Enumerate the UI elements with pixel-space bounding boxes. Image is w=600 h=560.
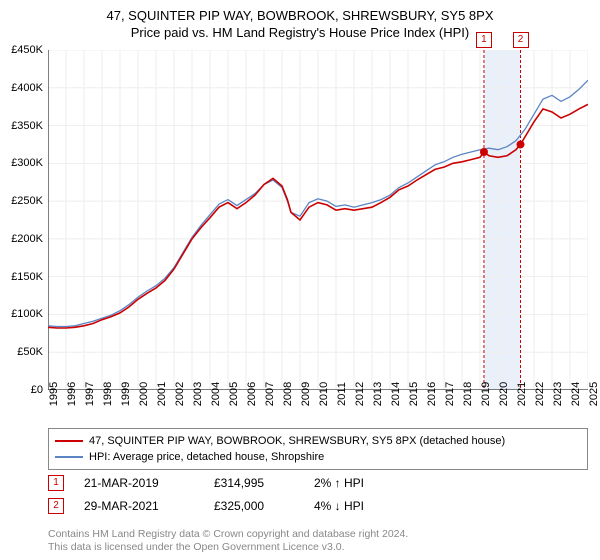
legend-box: 47, SQUINTER PIP WAY, BOWBROOK, SHREWSBU…	[48, 428, 588, 470]
x-tick-label: 2005	[228, 382, 240, 406]
sale-delta: 2% ↑ HPI	[314, 476, 364, 490]
chart-area: £0£50K£100K£150K£200K£250K£300K£350K£400…	[48, 50, 588, 390]
x-tick-label: 2000	[138, 382, 150, 406]
x-tick-label: 1995	[48, 382, 60, 406]
x-tick-label: 2017	[444, 382, 456, 406]
x-tick-label: 2015	[408, 382, 420, 406]
chart-container: 47, SQUINTER PIP WAY, BOWBROOK, SHREWSBU…	[0, 0, 600, 560]
x-tick-label: 2019	[480, 382, 492, 406]
x-tick-label: 2006	[246, 382, 258, 406]
y-tick-label: £450K	[11, 44, 43, 56]
y-tick-label: £350K	[11, 120, 43, 132]
legend-label-property: 47, SQUINTER PIP WAY, BOWBROOK, SHREWSBU…	[89, 433, 505, 449]
y-tick-label: £150K	[11, 271, 43, 283]
footer-line2: This data is licensed under the Open Gov…	[48, 541, 408, 554]
y-tick-label: £300K	[11, 157, 43, 169]
chart-svg	[48, 50, 588, 390]
y-tick-label: £50K	[17, 346, 43, 358]
x-tick-label: 2004	[210, 382, 222, 406]
legend-swatch-hpi	[55, 456, 83, 457]
sale-marker-icon: 1	[48, 475, 64, 491]
x-tick-label: 2020	[498, 382, 510, 406]
x-tick-label: 2008	[282, 382, 294, 406]
x-tick-label: 2011	[336, 382, 348, 406]
legend-row: 47, SQUINTER PIP WAY, BOWBROOK, SHREWSBU…	[55, 433, 581, 449]
x-tick-label: 2012	[354, 382, 366, 406]
sale-delta: 4% ↓ HPI	[314, 499, 364, 513]
x-tick-label: 2010	[318, 382, 330, 406]
x-tick-label: 2016	[426, 382, 438, 406]
sale-price: £314,995	[214, 476, 294, 490]
x-tick-label: 2021	[516, 382, 528, 406]
sale-price: £325,000	[214, 499, 294, 513]
x-tick-label: 2007	[264, 382, 276, 406]
sale-row: 2 29-MAR-2021 £325,000 4% ↓ HPI	[48, 498, 364, 514]
legend-row: HPI: Average price, detached house, Shro…	[55, 449, 581, 465]
footer-line1: Contains HM Land Registry data © Crown c…	[48, 528, 408, 541]
y-tick-label: £200K	[11, 233, 43, 245]
x-tick-label: 2023	[552, 382, 564, 406]
footer-note: Contains HM Land Registry data © Crown c…	[48, 528, 408, 554]
sale-date: 29-MAR-2021	[84, 499, 194, 513]
x-tick-label: 2022	[534, 382, 546, 406]
y-tick-label: £0	[31, 384, 43, 396]
x-tick-label: 2024	[570, 382, 582, 406]
x-tick-label: 2018	[462, 382, 474, 406]
chart-title-sub: Price paid vs. HM Land Registry's House …	[0, 23, 600, 40]
y-tick-label: £250K	[11, 195, 43, 207]
x-tick-label: 2025	[588, 382, 600, 406]
legend-swatch-property	[55, 440, 83, 442]
legend-label-hpi: HPI: Average price, detached house, Shro…	[89, 449, 324, 465]
x-tick-label: 2009	[300, 382, 312, 406]
x-tick-label: 1998	[102, 382, 114, 406]
y-tick-label: £100K	[11, 308, 43, 320]
x-tick-label: 2014	[390, 382, 402, 406]
x-tick-label: 1999	[120, 382, 132, 406]
x-tick-label: 2013	[372, 382, 384, 406]
x-tick-label: 1996	[66, 382, 78, 406]
chart-sale-marker-icon: 2	[513, 32, 529, 48]
x-tick-label: 2002	[174, 382, 186, 406]
x-tick-label: 1997	[84, 382, 96, 406]
chart-sale-marker-icon: 1	[476, 32, 492, 48]
chart-title-main: 47, SQUINTER PIP WAY, BOWBROOK, SHREWSBU…	[0, 0, 600, 23]
y-tick-label: £400K	[11, 82, 43, 94]
x-tick-label: 2001	[156, 382, 168, 406]
sale-marker-icon: 2	[48, 498, 64, 514]
sale-row: 1 21-MAR-2019 £314,995 2% ↑ HPI	[48, 475, 364, 491]
sale-date: 21-MAR-2019	[84, 476, 194, 490]
x-tick-label: 2003	[192, 382, 204, 406]
